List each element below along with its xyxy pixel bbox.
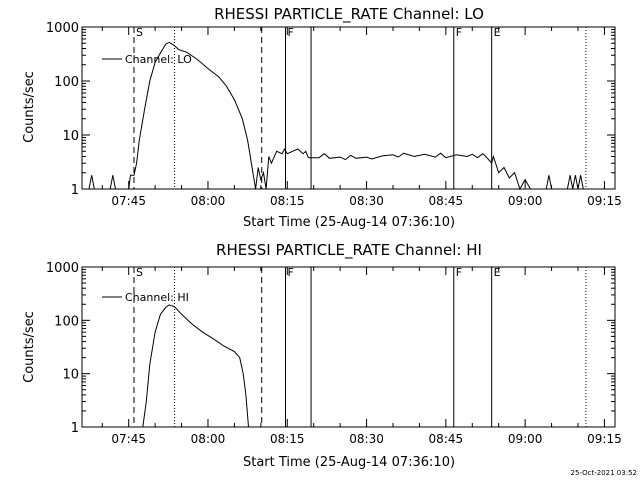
legend-label: Channel: LO [125, 53, 192, 66]
data-series [142, 304, 249, 428]
chart-title: RHESSI PARTICLE_RATE Channel: LO [214, 5, 484, 24]
y-tick-label: 100 [54, 75, 79, 90]
time-marker-label: F [288, 266, 294, 279]
time-marker-label: E [494, 26, 501, 39]
y-tick-label: 100 [54, 314, 79, 329]
x-axis-label: Start Time (25-Aug-14 07:36:10) [243, 215, 455, 230]
time-marker-label: F [456, 266, 462, 279]
plot-axes [81, 26, 616, 190]
x-tick-label: 09:15 [587, 194, 622, 208]
time-marker-label: E [494, 266, 501, 279]
legend-label: Channel: HI [125, 291, 189, 304]
y-tick-label: 10 [62, 129, 79, 144]
x-tick-label: 08:00 [191, 432, 226, 446]
time-marker-label: S [136, 266, 143, 279]
x-tick-label: 09:00 [508, 432, 543, 446]
time-marker-label: S [136, 26, 143, 39]
y-tick-label: 1 [71, 421, 79, 436]
y-tick-label: 1 [71, 183, 79, 198]
x-tick-label: 09:15 [587, 432, 622, 446]
x-tick-label: 08:30 [349, 194, 384, 208]
x-tick-label: 08:00 [191, 194, 226, 208]
y-tick-label: 1000 [46, 261, 79, 276]
x-tick-label: 07:45 [111, 194, 146, 208]
time-marker-label: F [456, 26, 462, 39]
x-tick-label: 09:00 [508, 194, 543, 208]
footer-timestamp: 25-Oct-2021 03:52 [571, 469, 637, 477]
x-axis-label: Start Time (25-Aug-14 07:36:10) [243, 455, 455, 470]
time-marker-label: F [288, 26, 294, 39]
x-tick-label: 08:45 [429, 432, 464, 446]
chart-panel-lo: RHESSI PARTICLE_RATE Channel: LO Counts/… [22, 5, 622, 230]
plot-axes [81, 266, 616, 428]
y-axis-label: Counts/sec [22, 311, 37, 383]
series-line [142, 304, 249, 428]
x-tick-label: 08:30 [349, 432, 384, 446]
data-series [88, 41, 584, 191]
x-tick-label: 07:45 [111, 432, 146, 446]
x-tick-label: 08:15 [270, 194, 305, 208]
plot-frame [81, 266, 616, 428]
chart-title: RHESSI PARTICLE_RATE Channel: HI [216, 241, 482, 260]
axis-ticks: 07:45 08:00 08:15 08:30 08:45 09:00 09:15 1 10 10… [46, 261, 622, 446]
x-tick-label: 08:15 [270, 432, 305, 446]
axis-ticks: 07:45 08:00 08:15 08:30 08:45 09:00 09:15 1 10 10… [46, 21, 622, 208]
x-tick-label: 08:45 [429, 194, 464, 208]
series-line [88, 41, 584, 191]
y-tick-label: 10 [62, 368, 79, 383]
plot-frame [81, 26, 616, 190]
chart-panel-hi: RHESSI PARTICLE_RATE Channel: HI Counts/… [22, 241, 622, 470]
y-axis-label: Counts/sec [22, 71, 37, 143]
y-tick-label: 1000 [46, 21, 79, 36]
